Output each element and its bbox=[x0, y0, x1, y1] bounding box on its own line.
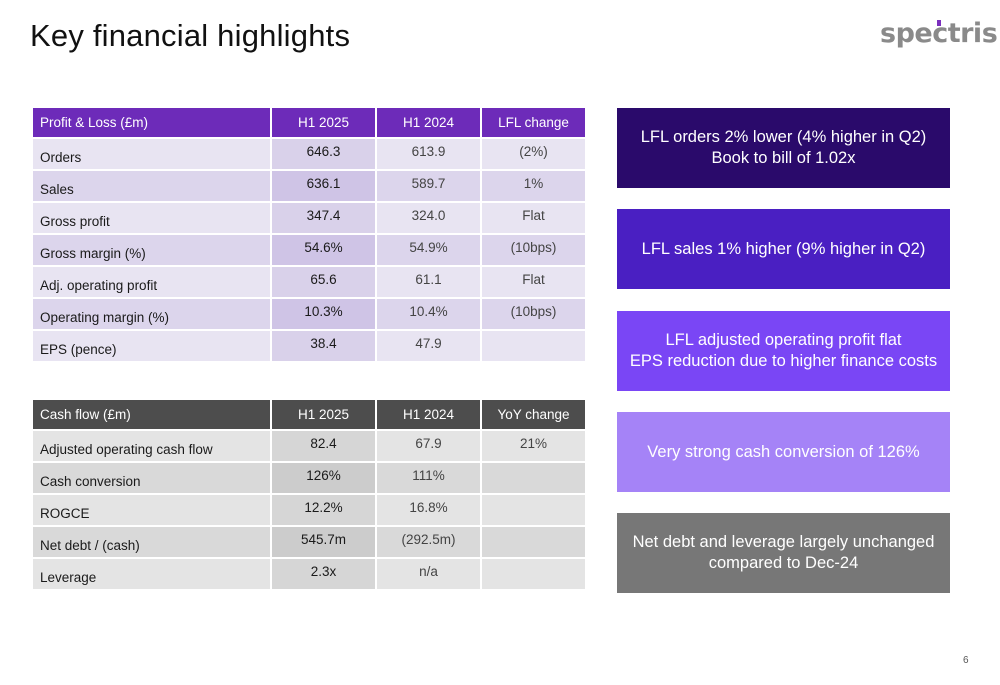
table-row: Net debt / (cash) 545.7m (292.5m) bbox=[33, 527, 585, 559]
highlight-box-sales: LFL sales 1% higher (9% higher in Q2) bbox=[617, 209, 950, 289]
cell-h1-2025: 82.4 bbox=[272, 431, 377, 463]
page-title: Key financial highlights bbox=[30, 18, 351, 53]
cell-h1-2025: 126% bbox=[272, 463, 377, 495]
cell-change: Flat bbox=[482, 203, 585, 235]
column-header: Cash flow (£m) bbox=[33, 400, 272, 431]
profit-loss-table: Profit & Loss (£m) H1 2025 H1 2024 LFL c… bbox=[33, 108, 585, 363]
table-row: Operating margin (%) 10.3% 10.4% (10bps) bbox=[33, 299, 585, 331]
table-row: Gross margin (%) 54.6% 54.9% (10bps) bbox=[33, 235, 585, 267]
column-header: H1 2024 bbox=[377, 400, 482, 431]
table-row: Sales 636.1 589.7 1% bbox=[33, 171, 585, 203]
cell-h1-2024: n/a bbox=[377, 559, 482, 591]
table-row: ROGCE 12.2% 16.8% bbox=[33, 495, 585, 527]
row-label: Gross margin (%) bbox=[33, 235, 272, 267]
cell-h1-2025: 636.1 bbox=[272, 171, 377, 203]
cell-h1-2025: 646.3 bbox=[272, 139, 377, 171]
cell-h1-2025: 38.4 bbox=[272, 331, 377, 363]
cash-flow-table: Cash flow (£m) H1 2025 H1 2024 YoY chang… bbox=[33, 400, 585, 591]
cell-h1-2024: (292.5m) bbox=[377, 527, 482, 559]
table-row: Orders 646.3 613.9 (2%) bbox=[33, 139, 585, 171]
highlight-box-net-debt: Net debt and leverage largely unchanged … bbox=[617, 513, 950, 593]
highlight-box-orders: LFL orders 2% lower (4% higher in Q2) Bo… bbox=[617, 108, 950, 188]
cell-h1-2025: 545.7m bbox=[272, 527, 377, 559]
row-label: Leverage bbox=[33, 559, 272, 591]
row-label: Adjusted operating cash flow bbox=[33, 431, 272, 463]
highlight-text: LFL adjusted operating profit flat EPS r… bbox=[629, 331, 938, 370]
cell-h1-2024: 61.1 bbox=[377, 267, 482, 299]
row-label: ROGCE bbox=[33, 495, 272, 527]
highlight-text: Very strong cash conversion of 126% bbox=[647, 442, 920, 461]
cell-h1-2024: 10.4% bbox=[377, 299, 482, 331]
cell-change bbox=[482, 495, 585, 527]
cell-change: 1% bbox=[482, 171, 585, 203]
cell-h1-2025: 54.6% bbox=[272, 235, 377, 267]
row-label: Net debt / (cash) bbox=[33, 527, 272, 559]
cell-h1-2024: 47.9 bbox=[377, 331, 482, 363]
cell-change: Flat bbox=[482, 267, 585, 299]
cell-h1-2025: 2.3x bbox=[272, 559, 377, 591]
row-label: Adj. operating profit bbox=[33, 267, 272, 299]
column-header: H1 2025 bbox=[272, 108, 377, 139]
cell-change bbox=[482, 331, 585, 363]
table-row: Gross profit 347.4 324.0 Flat bbox=[33, 203, 585, 235]
logo-accent-mark bbox=[937, 20, 941, 26]
highlight-box-cash-conversion: Very strong cash conversion of 126% bbox=[617, 412, 950, 492]
cell-change: (10bps) bbox=[482, 235, 585, 267]
cell-h1-2025: 12.2% bbox=[272, 495, 377, 527]
highlight-text: Net debt and leverage largely unchanged … bbox=[632, 533, 935, 572]
row-label: Orders bbox=[33, 139, 272, 171]
table-header-row: Profit & Loss (£m) H1 2025 H1 2024 LFL c… bbox=[33, 108, 585, 139]
table-header-row: Cash flow (£m) H1 2025 H1 2024 YoY chang… bbox=[33, 400, 585, 431]
column-header: Profit & Loss (£m) bbox=[33, 108, 272, 139]
table-row: Adjusted operating cash flow 82.4 67.9 2… bbox=[33, 431, 585, 463]
page-number: 6 bbox=[963, 655, 969, 666]
cell-h1-2024: 67.9 bbox=[377, 431, 482, 463]
cell-change: (10bps) bbox=[482, 299, 585, 331]
cell-h1-2024: 111% bbox=[377, 463, 482, 495]
cell-h1-2024: 589.7 bbox=[377, 171, 482, 203]
row-label: Operating margin (%) bbox=[33, 299, 272, 331]
table-row: Leverage 2.3x n/a bbox=[33, 559, 585, 591]
row-label: Gross profit bbox=[33, 203, 272, 235]
column-header: H1 2025 bbox=[272, 400, 377, 431]
row-label: Sales bbox=[33, 171, 272, 203]
column-header: H1 2024 bbox=[377, 108, 482, 139]
table-row: Cash conversion 126% 111% bbox=[33, 463, 585, 495]
row-label: EPS (pence) bbox=[33, 331, 272, 363]
cell-h1-2025: 65.6 bbox=[272, 267, 377, 299]
highlight-text: LFL sales 1% higher (9% higher in Q2) bbox=[641, 239, 926, 258]
table-row: Adj. operating profit 65.6 61.1 Flat bbox=[33, 267, 585, 299]
cell-h1-2024: 54.9% bbox=[377, 235, 482, 267]
cell-change bbox=[482, 559, 585, 591]
cell-change bbox=[482, 463, 585, 495]
cell-h1-2024: 324.0 bbox=[377, 203, 482, 235]
cell-h1-2025: 347.4 bbox=[272, 203, 377, 235]
cell-change: 21% bbox=[482, 431, 585, 463]
row-label: Cash conversion bbox=[33, 463, 272, 495]
highlight-text: LFL orders 2% lower (4% higher in Q2) Bo… bbox=[640, 128, 927, 167]
cell-change: (2%) bbox=[482, 139, 585, 171]
spectris-logo: spectris bbox=[880, 18, 998, 52]
highlight-box-operating-profit: LFL adjusted operating profit flat EPS r… bbox=[617, 311, 950, 391]
cell-h1-2024: 16.8% bbox=[377, 495, 482, 527]
table-row: EPS (pence) 38.4 47.9 bbox=[33, 331, 585, 363]
cell-h1-2025: 10.3% bbox=[272, 299, 377, 331]
cell-h1-2024: 613.9 bbox=[377, 139, 482, 171]
cell-change bbox=[482, 527, 585, 559]
column-header: LFL change bbox=[482, 108, 585, 139]
column-header: YoY change bbox=[482, 400, 585, 431]
